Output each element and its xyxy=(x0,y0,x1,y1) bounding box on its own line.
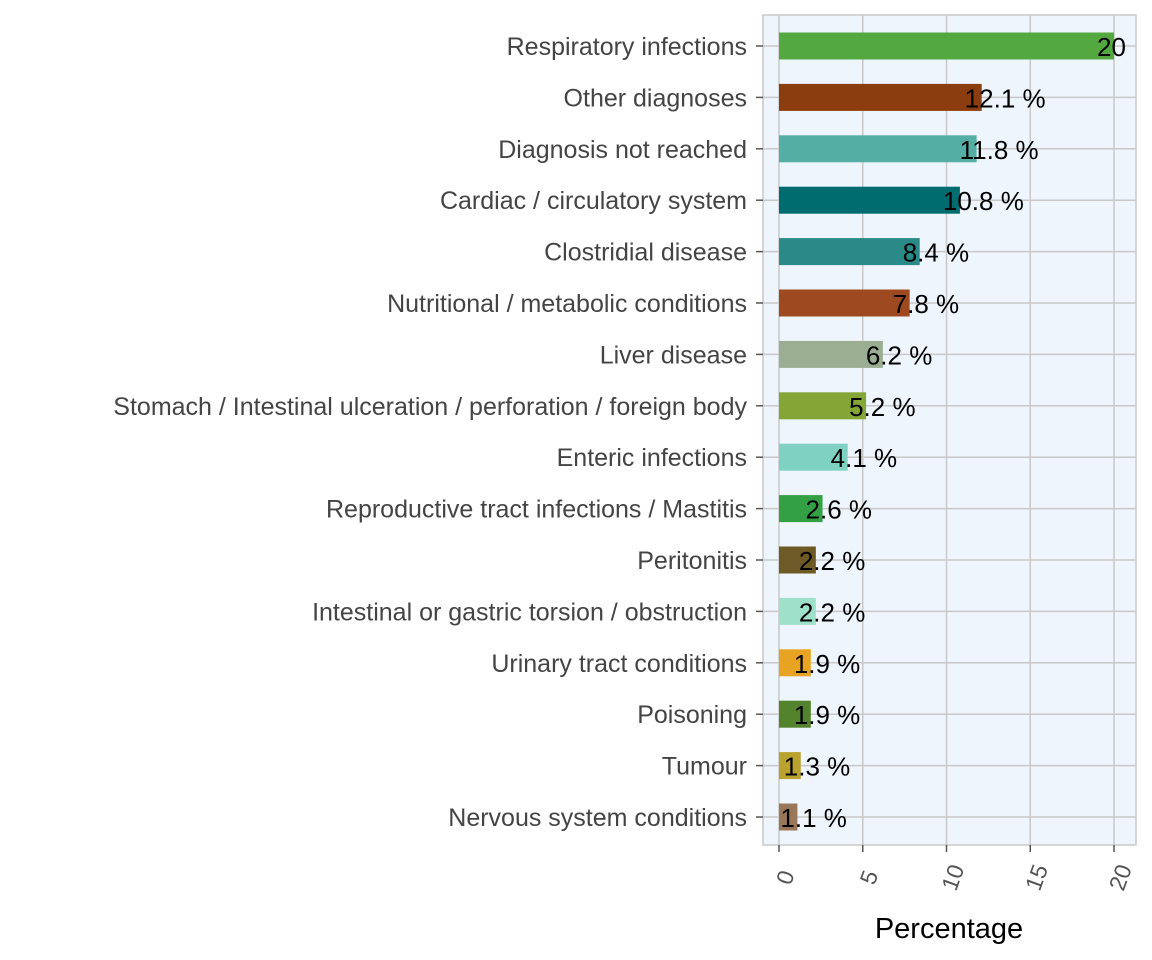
bar xyxy=(779,392,867,420)
category-label: Poisoning xyxy=(637,701,747,729)
bar xyxy=(779,83,982,111)
bar xyxy=(779,32,1114,60)
data-label: 2.6 % xyxy=(806,495,873,525)
bar xyxy=(779,443,848,471)
data-label: 5.2 % xyxy=(849,392,916,422)
data-label: 1.3 % xyxy=(784,752,851,782)
category-label: Liver disease xyxy=(600,341,747,369)
bar xyxy=(779,752,801,780)
x-tick-label: 20 xyxy=(1104,861,1137,894)
data-label: 11.8 % xyxy=(960,135,1039,165)
data-label: 20 xyxy=(1097,32,1126,62)
bar xyxy=(779,135,977,163)
data-label: 6.2 % xyxy=(866,340,933,370)
bar xyxy=(779,803,798,831)
bar xyxy=(779,289,910,317)
bar xyxy=(779,495,823,523)
category-label: Respiratory infections xyxy=(507,33,747,61)
data-label: 4.1 % xyxy=(831,443,898,473)
category-label: Diagnosis not reached xyxy=(498,136,747,164)
category-label: Other diagnoses xyxy=(564,84,747,112)
x-axis-title: Percentage xyxy=(875,913,1023,945)
data-label: 2.2 % xyxy=(799,597,866,627)
bar xyxy=(779,186,960,214)
data-label: 1.9 % xyxy=(794,649,861,679)
category-label: Urinary tract conditions xyxy=(491,650,747,678)
category-label: Nutritional / metabolic conditions xyxy=(387,290,747,318)
category-label: Intestinal or gastric torsion / obstruct… xyxy=(312,598,747,626)
category-label: Nervous system conditions xyxy=(448,804,747,832)
bar xyxy=(779,546,816,574)
data-label: 10.8 % xyxy=(943,186,1024,216)
data-label: 8.4 % xyxy=(903,238,970,268)
category-label: Enteric infections xyxy=(557,444,747,472)
data-labels: 20 12.1 % 11.8 % 10.8 % 8.4 % 7.8 % 6.2 % 5.2 %… xyxy=(780,32,1125,833)
bar xyxy=(779,597,816,625)
bars xyxy=(779,32,1114,831)
category-label: Peritonitis xyxy=(637,547,747,575)
x-tick-label: 0 xyxy=(771,867,800,888)
x-tick-label: 5 xyxy=(855,867,884,888)
category-label: Cardiac / circulatory system xyxy=(440,187,747,215)
category-label: Clostridial disease xyxy=(544,239,747,267)
data-label: 12.1 % xyxy=(965,83,1046,113)
plot-panel-border xyxy=(762,14,1137,846)
bar xyxy=(779,340,883,368)
category-label: Reproductive tract infections / Mastitis xyxy=(326,496,747,524)
category-label: Stomach / Intestinal ulceration / perfor… xyxy=(113,393,747,421)
bar xyxy=(779,649,811,677)
data-label: 1.1 % xyxy=(780,803,847,833)
category-labels: Respiratory infections Other diagnoses Dia… xyxy=(113,33,747,832)
bar xyxy=(779,700,811,728)
x-tick-label: 15 xyxy=(1020,861,1053,894)
x-tick-label: 10 xyxy=(936,861,969,894)
data-label: 1.9 % xyxy=(794,700,861,730)
bar xyxy=(779,238,920,266)
data-label: 7.8 % xyxy=(893,289,960,319)
data-label: 2.2 % xyxy=(799,546,866,576)
category-label: Tumour xyxy=(662,753,747,781)
